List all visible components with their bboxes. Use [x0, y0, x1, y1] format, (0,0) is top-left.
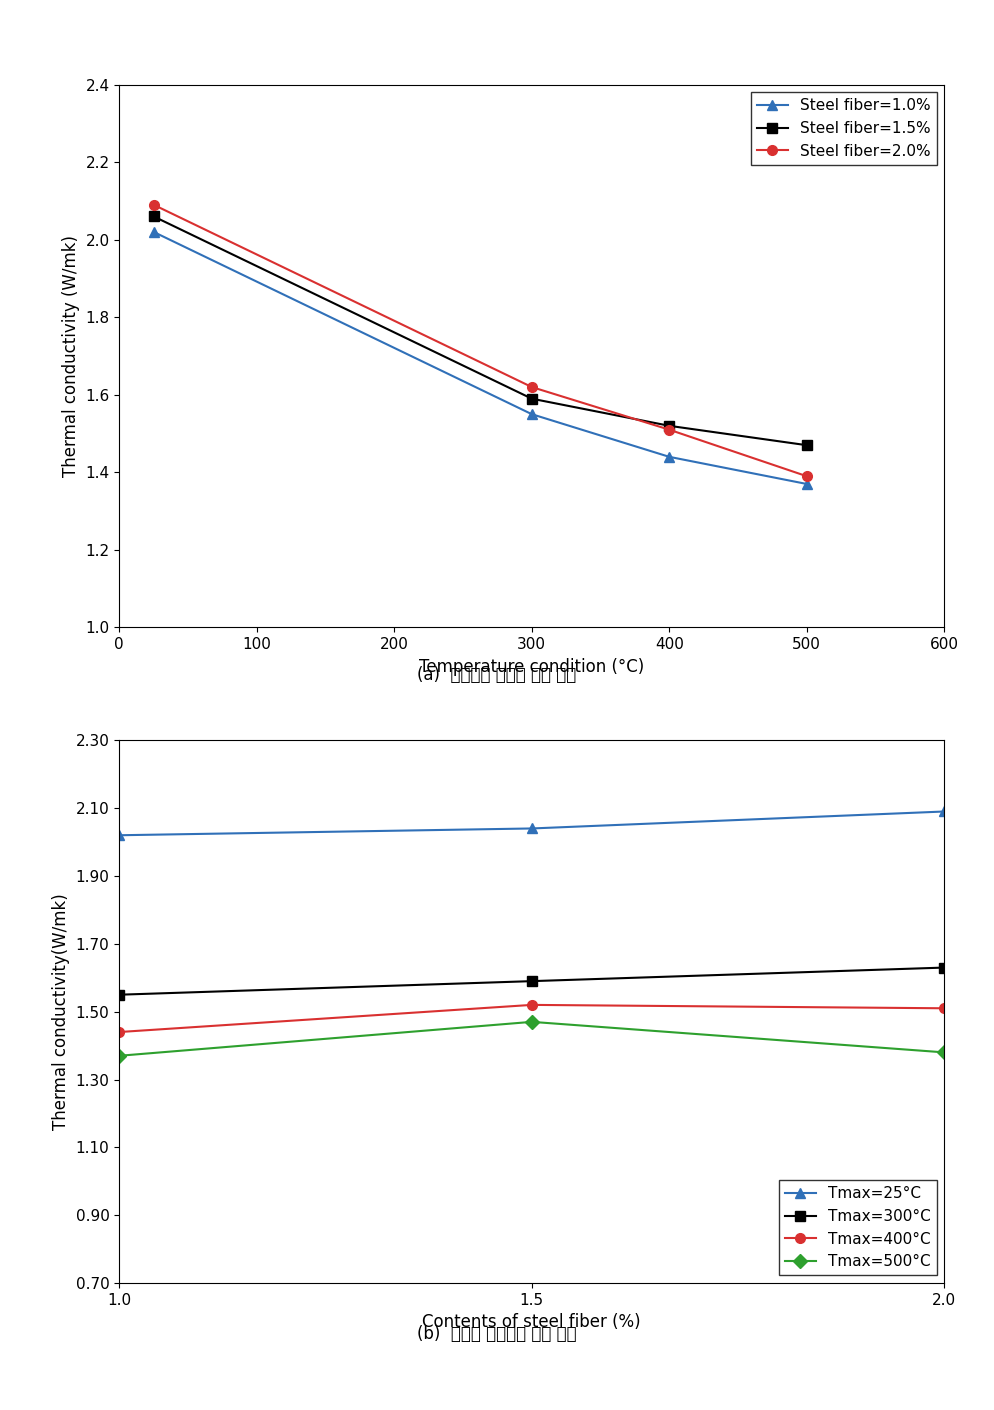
Steel fiber=1.0%: [526, 406, 538, 423]
Y-axis label: Thermal conductivity(W/mk): Thermal conductivity(W/mk): [52, 894, 71, 1129]
Steel fiber=1.5%: [801, 437, 813, 454]
Steel fiber=2.0%: [526, 378, 538, 395]
Tmax=500°C: [938, 1043, 950, 1060]
Text: (a)  친대온도 조건에 따른 영향: (a) 친대온도 조건에 따른 영향: [417, 666, 577, 684]
Line: Tmax=25°C: Tmax=25°C: [114, 807, 949, 840]
Tmax=500°C: [113, 1048, 125, 1065]
X-axis label: Contents of steel fiber (%): Contents of steel fiber (%): [422, 1313, 641, 1331]
Steel fiber=2.0%: [148, 196, 160, 213]
Steel fiber=2.0%: [801, 468, 813, 485]
Tmax=300°C: [526, 973, 538, 990]
X-axis label: Temperature condition (°C): Temperature condition (°C): [419, 657, 644, 675]
Tmax=400°C: [526, 997, 538, 1014]
Steel fiber=1.0%: [801, 475, 813, 492]
Line: Tmax=300°C: Tmax=300°C: [114, 963, 949, 1000]
Tmax=400°C: [113, 1024, 125, 1041]
Steel fiber=2.0%: [663, 422, 675, 439]
Legend: Tmax=25°C, Tmax=300°C, Tmax=400°C, Tmax=500°C: Tmax=25°C, Tmax=300°C, Tmax=400°C, Tmax=…: [779, 1180, 936, 1276]
Steel fiber=1.0%: [663, 448, 675, 465]
Line: Steel fiber=1.0%: Steel fiber=1.0%: [149, 227, 812, 489]
Legend: Steel fiber=1.0%, Steel fiber=1.5%, Steel fiber=2.0%: Steel fiber=1.0%, Steel fiber=1.5%, Stee…: [751, 92, 936, 165]
Tmax=300°C: [113, 986, 125, 1003]
Tmax=400°C: [938, 1000, 950, 1017]
Y-axis label: Thermal conductivity (W/mk): Thermal conductivity (W/mk): [62, 235, 80, 477]
Line: Tmax=500°C: Tmax=500°C: [114, 1017, 949, 1060]
Line: Steel fiber=1.5%: Steel fiber=1.5%: [149, 212, 812, 450]
Line: Tmax=400°C: Tmax=400°C: [114, 1000, 949, 1036]
Steel fiber=1.0%: [148, 223, 160, 240]
Text: (b)  강섹유 혼입률에 따른 영향: (b) 강섹유 혼입률에 따른 영향: [417, 1325, 577, 1344]
Line: Steel fiber=2.0%: Steel fiber=2.0%: [149, 200, 812, 481]
Steel fiber=1.5%: [526, 391, 538, 407]
Tmax=25°C: [113, 826, 125, 843]
Tmax=300°C: [938, 959, 950, 976]
Tmax=500°C: [526, 1014, 538, 1031]
Steel fiber=1.5%: [148, 207, 160, 224]
Steel fiber=1.5%: [663, 417, 675, 434]
Tmax=25°C: [526, 821, 538, 838]
Tmax=25°C: [938, 804, 950, 821]
